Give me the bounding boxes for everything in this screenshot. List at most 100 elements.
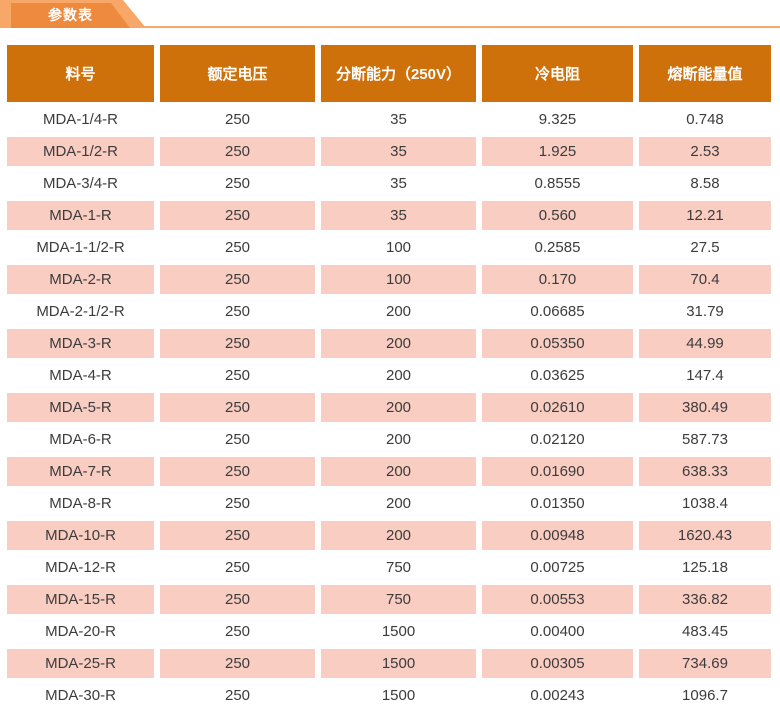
table-cell: 0.01350 <box>482 489 633 518</box>
table-cell: 0.170 <box>482 265 633 294</box>
table-cell: 0.05350 <box>482 329 633 358</box>
table-row: MDA-3-R 250 200 0.05350 44.99 <box>7 329 771 358</box>
table-cell: 250 <box>160 521 315 550</box>
table-row: MDA-8-R 250 200 0.01350 1038.4 <box>7 489 771 518</box>
table-cell: MDA-2-1/2-R <box>7 297 154 326</box>
table-cell: 250 <box>160 105 315 134</box>
table-cell: MDA-15-R <box>7 585 154 614</box>
table-cell: 380.49 <box>639 393 771 422</box>
table-row: MDA-12-R 250 750 0.00725 125.18 <box>7 553 771 582</box>
column-header: 料号 <box>7 45 154 102</box>
tab-underline <box>0 26 780 28</box>
table-row: MDA-25-R 250 1500 0.00305 734.69 <box>7 649 771 678</box>
table-cell: 125.18 <box>639 553 771 582</box>
table-cell: 12.21 <box>639 201 771 230</box>
table-cell: MDA-1/4-R <box>7 105 154 134</box>
table-cell: 0.00553 <box>482 585 633 614</box>
table-cell: 250 <box>160 681 315 710</box>
column-header: 额定电压 <box>160 45 315 102</box>
table-row: MDA-2-1/2-R 250 200 0.06685 31.79 <box>7 297 771 326</box>
table-cell: 0.00725 <box>482 553 633 582</box>
parameter-table: 料号 额定电压 分断能力（250V） 冷电阻 熔断能量值 MDA-1/4-R 250 35 9… <box>1 42 777 712</box>
table-cell: 0.02120 <box>482 425 633 454</box>
table-cell: 200 <box>321 297 476 326</box>
table-row: MDA-1/2-R 250 35 1.925 2.53 <box>7 137 771 166</box>
table-cell: MDA-20-R <box>7 617 154 646</box>
table-row: MDA-30-R 250 1500 0.00243 1096.7 <box>7 681 771 710</box>
table-row: MDA-4-R 250 200 0.03625 147.4 <box>7 361 771 390</box>
table-cell: 1500 <box>321 617 476 646</box>
table-cell: MDA-1-1/2-R <box>7 233 154 262</box>
table-cell: 734.69 <box>639 649 771 678</box>
table-cell: 0.00400 <box>482 617 633 646</box>
table-cell: 0.2585 <box>482 233 633 262</box>
table-cell: 250 <box>160 233 315 262</box>
table-row: MDA-3/4-R 250 35 0.8555 8.58 <box>7 169 771 198</box>
table-cell: MDA-7-R <box>7 457 154 486</box>
table-cell: 1620.43 <box>639 521 771 550</box>
table-cell: MDA-1-R <box>7 201 154 230</box>
table-cell: 336.82 <box>639 585 771 614</box>
table-row: MDA-15-R 250 750 0.00553 336.82 <box>7 585 771 614</box>
table-cell: 2.53 <box>639 137 771 166</box>
table-cell: 0.06685 <box>482 297 633 326</box>
table-cell: 27.5 <box>639 233 771 262</box>
table-cell: 31.79 <box>639 297 771 326</box>
table-cell: 0.8555 <box>482 169 633 198</box>
table-cell: 587.73 <box>639 425 771 454</box>
table-row: MDA-1/4-R 250 35 9.325 0.748 <box>7 105 771 134</box>
table-cell: 100 <box>321 233 476 262</box>
table-cell: 0.560 <box>482 201 633 230</box>
tab-parameter-table[interactable]: 参数表 <box>11 3 130 28</box>
table-row: MDA-1-R 250 35 0.560 12.21 <box>7 201 771 230</box>
table-cell: 0.03625 <box>482 361 633 390</box>
table-cell: 35 <box>321 201 476 230</box>
table-cell: 35 <box>321 105 476 134</box>
table-cell: 200 <box>321 489 476 518</box>
table-cell: 250 <box>160 489 315 518</box>
table-cell: 0.02610 <box>482 393 633 422</box>
table-cell: 750 <box>321 553 476 582</box>
table-cell: MDA-12-R <box>7 553 154 582</box>
table-cell: 250 <box>160 585 315 614</box>
table-cell: 250 <box>160 425 315 454</box>
column-header: 冷电阻 <box>482 45 633 102</box>
table-cell: 250 <box>160 169 315 198</box>
table-cell: 0.00305 <box>482 649 633 678</box>
table-cell: 250 <box>160 553 315 582</box>
table-cell: 250 <box>160 265 315 294</box>
parameter-table-body: MDA-1/4-R 250 35 9.325 0.748 MDA-1/2-R 250 35 1.… <box>7 105 771 710</box>
table-row: MDA-6-R 250 200 0.02120 587.73 <box>7 425 771 454</box>
table-cell: 35 <box>321 137 476 166</box>
table-cell: 147.4 <box>639 361 771 390</box>
table-cell: 1.925 <box>482 137 633 166</box>
table-cell: 250 <box>160 329 315 358</box>
table-cell: 250 <box>160 617 315 646</box>
table-row: MDA-1-1/2-R 250 100 0.2585 27.5 <box>7 233 771 262</box>
table-cell: MDA-3-R <box>7 329 154 358</box>
table-cell: 9.325 <box>482 105 633 134</box>
table-cell: 200 <box>321 521 476 550</box>
table-cell: 1096.7 <box>639 681 771 710</box>
header-row: 料号 额定电压 分断能力（250V） 冷电阻 熔断能量值 <box>7 45 771 102</box>
table-cell: 35 <box>321 169 476 198</box>
table-cell: 1500 <box>321 681 476 710</box>
table-row: MDA-2-R 250 100 0.170 70.4 <box>7 265 771 294</box>
table-cell: MDA-25-R <box>7 649 154 678</box>
table-cell: MDA-4-R <box>7 361 154 390</box>
table-cell: 200 <box>321 457 476 486</box>
table-cell: MDA-30-R <box>7 681 154 710</box>
table-cell: 750 <box>321 585 476 614</box>
table-cell: MDA-2-R <box>7 265 154 294</box>
table-cell: 0.00243 <box>482 681 633 710</box>
column-header: 分断能力（250V） <box>321 45 476 102</box>
table-cell: 483.45 <box>639 617 771 646</box>
table-cell: MDA-1/2-R <box>7 137 154 166</box>
table-cell: 200 <box>321 329 476 358</box>
table-cell: 44.99 <box>639 329 771 358</box>
table-cell: 8.58 <box>639 169 771 198</box>
column-header: 熔断能量值 <box>639 45 771 102</box>
tab-strip: 参数表 <box>0 0 780 28</box>
table-cell: 0.00948 <box>482 521 633 550</box>
table-cell: MDA-6-R <box>7 425 154 454</box>
